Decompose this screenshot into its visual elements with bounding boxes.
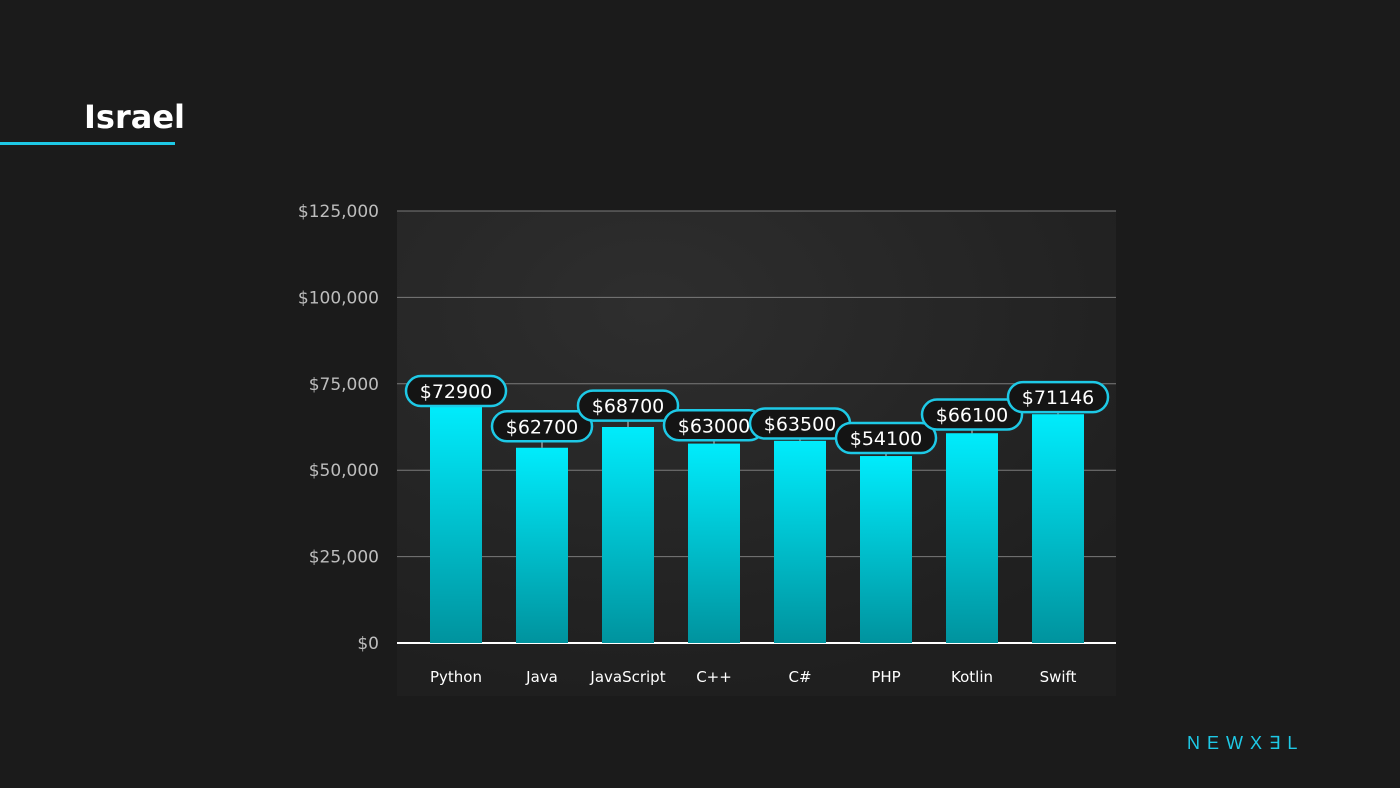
y-tick-label: $25,000	[309, 548, 379, 568]
bar-javascript	[602, 427, 654, 643]
data-label-pill	[404, 374, 508, 408]
y-tick-label: $100,000	[298, 288, 379, 308]
data-label: $68700	[592, 396, 665, 418]
data-label-pill	[920, 398, 1024, 431]
bar-kotlin	[946, 433, 998, 643]
x-tick-label: Java	[525, 668, 558, 686]
data-label: $71146	[1022, 387, 1095, 409]
x-tick-label: C++	[696, 668, 732, 686]
data-label: $66100	[936, 405, 1009, 427]
data-label: $63000	[678, 415, 751, 437]
x-tick-label: Kotlin	[951, 668, 993, 686]
bar-python	[430, 406, 482, 643]
y-tick-label: $0	[357, 634, 379, 654]
x-tick-label: C#	[788, 668, 811, 686]
x-tick-label: Python	[430, 668, 482, 686]
page-title: Israel	[84, 98, 185, 136]
bar-swift	[1032, 414, 1084, 643]
bar-php	[860, 456, 912, 643]
data-label: $54100	[850, 428, 923, 450]
title-underline	[0, 142, 175, 145]
data-label: $63500	[764, 414, 837, 436]
bar-java	[516, 447, 568, 643]
y-tick-label: $75,000	[309, 375, 379, 395]
data-label: $62700	[506, 416, 579, 438]
data-label-pill	[834, 421, 938, 455]
data-label-pill	[1006, 380, 1110, 414]
data-label-pill	[576, 389, 680, 422]
bar-c-	[688, 443, 740, 643]
bar-c-	[774, 440, 826, 643]
y-tick-label: $125,000	[298, 202, 379, 222]
x-tick-label: PHP	[871, 668, 900, 686]
x-tick-label: JavaScript	[589, 668, 665, 686]
data-label-pill	[490, 410, 594, 443]
data-label: $72900	[420, 381, 493, 403]
brand-logo: NEWX∃L	[1187, 733, 1305, 753]
plot-area	[397, 211, 1116, 696]
x-tick-label: Swift	[1040, 668, 1077, 686]
y-tick-label: $50,000	[309, 461, 379, 481]
